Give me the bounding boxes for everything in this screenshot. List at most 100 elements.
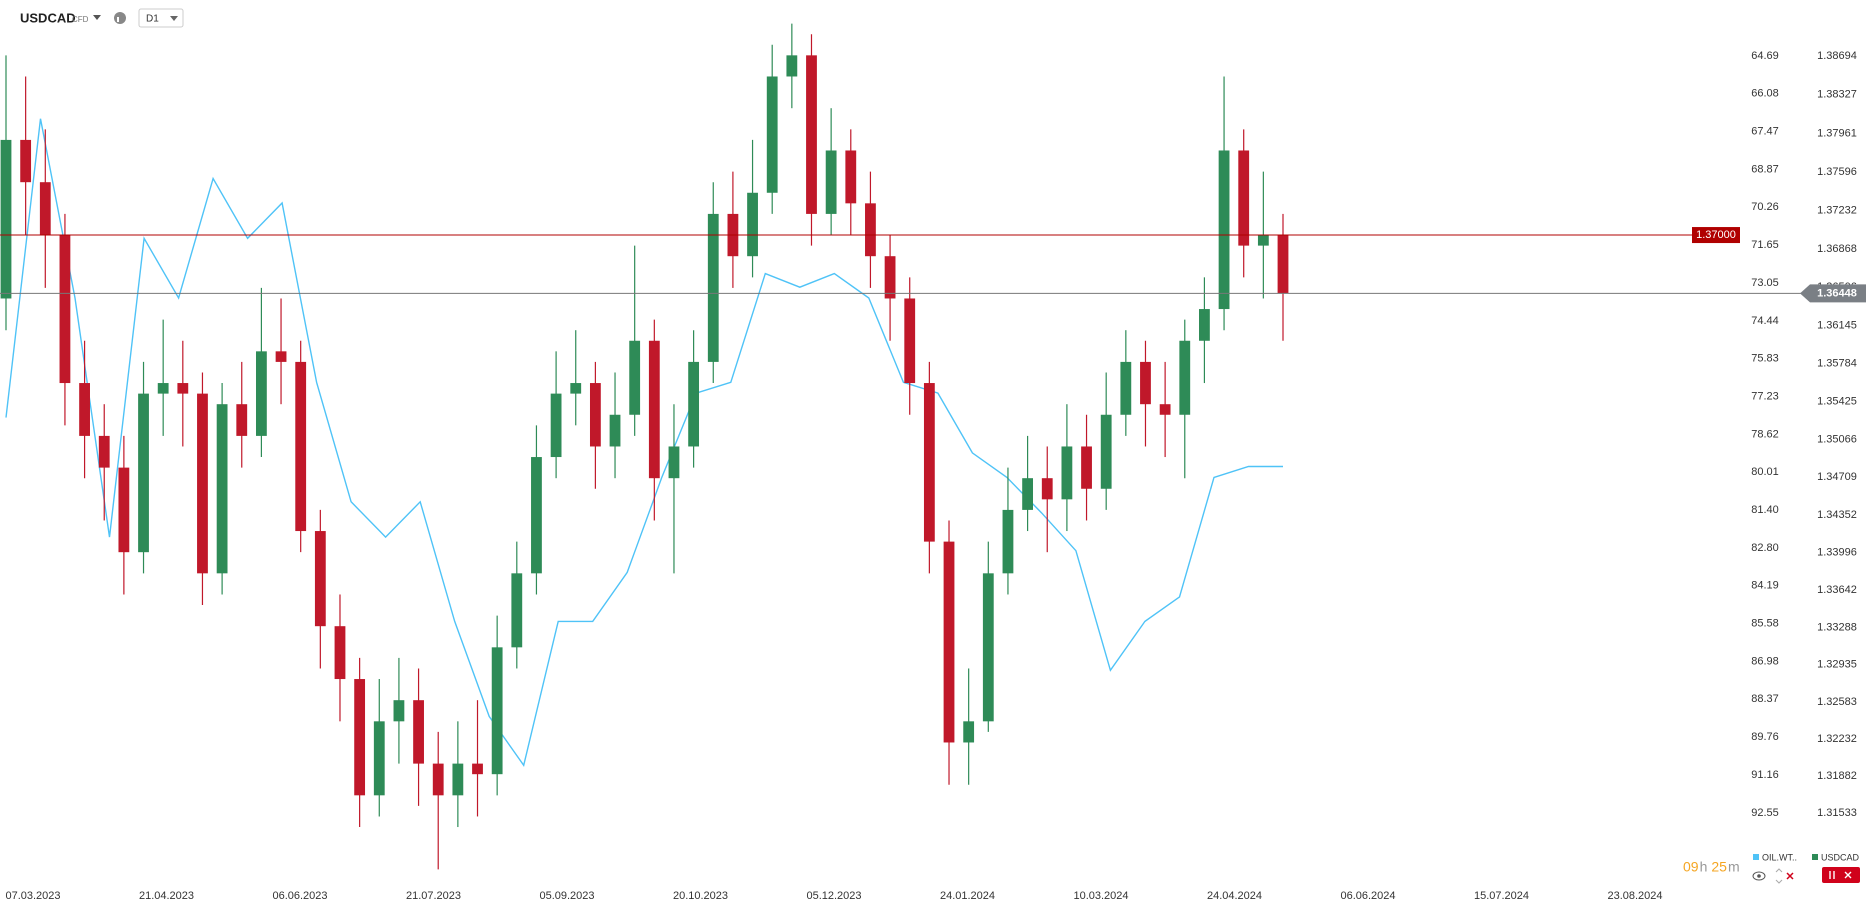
x-tick-label: 21.04.2023 <box>139 890 194 902</box>
x-tick-label: 06.06.2024 <box>1340 890 1395 902</box>
y-tick-label: 73.05 <box>1751 277 1779 289</box>
candle-body <box>1140 361 1151 405</box>
current-price: 1.36448 <box>1817 287 1857 299</box>
series-action[interactable] <box>1822 867 1860 883</box>
y-tick-label: 92.55 <box>1751 807 1779 819</box>
candle-body <box>255 351 267 436</box>
candle-body <box>1061 446 1073 500</box>
candle-body <box>98 435 110 468</box>
close-icon[interactable] <box>1786 872 1794 880</box>
y-tick-label: 66.08 <box>1751 88 1779 100</box>
y2-tick-label: 1.35066 <box>1817 433 1857 445</box>
y-tick-label: 68.87 <box>1751 163 1779 175</box>
y-tick-label: 91.16 <box>1751 769 1779 781</box>
legend-swatch[interactable] <box>1812 854 1818 860</box>
timeframe: D1 <box>146 14 159 25</box>
candle-body <box>766 76 778 193</box>
y2-tick-label: 1.37961 <box>1817 127 1857 139</box>
y2-tick-label: 1.32583 <box>1817 696 1857 708</box>
y-tick-label: 78.62 <box>1751 428 1779 440</box>
candle-body <box>1199 309 1210 341</box>
candle-body <box>865 203 876 257</box>
candle-body <box>236 404 248 436</box>
countdown-part: h <box>1700 859 1708 875</box>
candle-body <box>295 361 307 532</box>
symbol-tag: CFD <box>72 15 89 24</box>
candle-body <box>688 361 700 447</box>
info-icon[interactable] <box>114 12 126 24</box>
y-tick-label: 71.65 <box>1751 239 1779 251</box>
y2-tick-label: 1.32935 <box>1817 659 1857 671</box>
y-tick-label: 77.23 <box>1751 391 1779 403</box>
y-tick-label: 75.83 <box>1751 353 1779 365</box>
candle-body <box>806 55 817 214</box>
candle-body <box>963 721 975 743</box>
x-tick-label: 07.03.2023 <box>5 890 60 902</box>
symbol-dropdown[interactable] <box>93 15 101 20</box>
candle-body <box>1159 404 1171 415</box>
candle-body <box>786 55 798 77</box>
candle-body <box>668 446 680 479</box>
candle-body <box>845 150 857 204</box>
candle-body <box>531 457 542 574</box>
candle-body <box>943 541 955 743</box>
y2-tick-label: 1.38327 <box>1817 89 1857 101</box>
candle-body <box>511 573 523 648</box>
y-tick-label: 81.40 <box>1751 504 1779 516</box>
x-tick-label: 24.04.2024 <box>1207 890 1262 902</box>
timeframe-select[interactable] <box>138 8 184 28</box>
candle-body <box>20 139 32 183</box>
candle-body <box>472 763 483 775</box>
countdown-part: m <box>1728 859 1740 875</box>
candle-body <box>1002 509 1014 574</box>
y2-tick-label: 1.33288 <box>1817 621 1857 633</box>
timeframe-arrow <box>170 16 178 21</box>
x-tick-label: 24.01.2024 <box>940 890 995 902</box>
candle-body <box>177 383 189 394</box>
candle-body <box>334 626 346 680</box>
y2-tick-label: 1.36145 <box>1817 319 1857 331</box>
x-tick-label: 21.07.2023 <box>406 890 461 902</box>
legend-label: OIL.WT.. <box>1762 852 1797 862</box>
x-tick-label: 20.10.2023 <box>673 890 728 902</box>
y2-tick-label: 1.34352 <box>1817 509 1857 521</box>
y-tick-label: 88.37 <box>1751 693 1779 705</box>
legend-swatch[interactable] <box>1753 854 1759 860</box>
candle-body <box>1120 361 1132 415</box>
move-icon[interactable] <box>1775 868 1783 884</box>
y-tick-label: 64.69 <box>1751 50 1779 62</box>
candle-body <box>1179 340 1191 415</box>
x-tick-label: 05.09.2023 <box>539 890 594 902</box>
candle-body <box>1238 150 1250 246</box>
candle-body <box>452 763 464 796</box>
info-icon-mark <box>117 17 119 22</box>
candle-body <box>1218 150 1230 310</box>
candle-body <box>1257 235 1269 246</box>
candle-body <box>550 393 562 458</box>
candle-body <box>79 383 90 436</box>
candle-body <box>570 383 582 394</box>
series-action-icons <box>1829 871 1852 879</box>
candle-body <box>1277 235 1289 294</box>
candle-body <box>216 404 228 574</box>
countdown-part: 09 <box>1683 859 1699 875</box>
eye-icon[interactable] <box>1752 871 1766 881</box>
candle-body <box>59 235 71 384</box>
candle-body <box>275 351 287 362</box>
alert-label-box <box>1692 227 1740 244</box>
candle-body <box>432 763 444 796</box>
x-tick-label: 15.07.2024 <box>1474 890 1529 902</box>
y2-tick-label: 1.38694 <box>1817 50 1857 62</box>
candle-body <box>314 531 326 627</box>
y-tick-label: 82.80 <box>1751 542 1779 554</box>
candle-body <box>413 700 424 764</box>
candle-body <box>1100 414 1112 489</box>
y-tick-label: 70.26 <box>1751 201 1779 213</box>
candle-body <box>825 150 837 214</box>
y2-tick-label: 1.31882 <box>1817 770 1857 782</box>
candle-body <box>884 256 896 299</box>
symbol[interactable]: USDCAD <box>20 10 76 25</box>
eye-pupil <box>1757 874 1761 878</box>
y2-tick-label: 1.37596 <box>1817 166 1857 178</box>
